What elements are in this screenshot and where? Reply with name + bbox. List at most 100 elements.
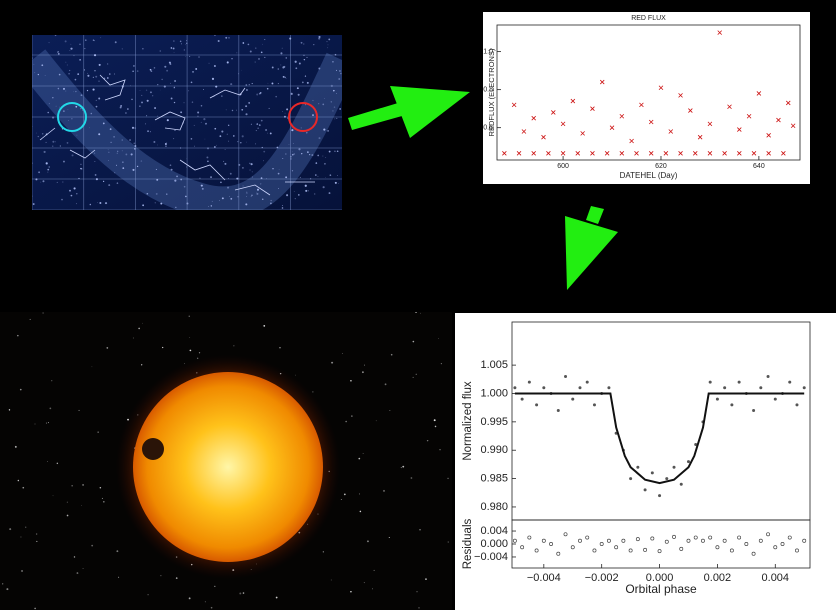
data-point	[570, 98, 576, 104]
sky-star	[318, 35, 321, 39]
space-star	[189, 336, 191, 338]
data-point	[746, 113, 752, 119]
sky-star	[282, 76, 285, 78]
data-point	[722, 151, 727, 156]
sky-star	[261, 146, 263, 149]
space-star	[419, 529, 421, 531]
sky-star	[149, 131, 151, 133]
sky-star	[195, 68, 198, 70]
sky-star	[119, 106, 122, 109]
sky-star	[261, 198, 264, 200]
data-point	[607, 386, 611, 390]
sky-star	[94, 40, 96, 42]
sky-star	[259, 91, 262, 94]
sky-star	[114, 73, 116, 75]
sky-star	[334, 182, 336, 184]
space-star	[188, 315, 190, 317]
sky-star	[290, 157, 292, 160]
sky-star	[256, 191, 257, 193]
sky-star	[210, 205, 213, 207]
data-point	[737, 127, 742, 132]
space-star	[97, 431, 99, 433]
data-point	[563, 532, 568, 537]
data-point	[776, 117, 781, 123]
space-star	[434, 425, 437, 428]
space-star	[35, 533, 38, 535]
sky-star	[129, 139, 131, 141]
data-point	[570, 545, 575, 550]
space-star	[322, 551, 324, 553]
sky-star	[186, 158, 188, 160]
space-star	[415, 373, 417, 375]
sky-star	[281, 207, 284, 209]
sky-star	[186, 42, 188, 45]
sky-star	[230, 83, 233, 86]
sky-star	[289, 37, 292, 40]
space-star	[141, 364, 143, 366]
sky-star	[245, 113, 248, 116]
sky-star	[136, 70, 139, 72]
sky-star	[109, 128, 112, 131]
arrow-shaft	[586, 206, 604, 224]
data-point	[513, 386, 517, 390]
y-tick-label: 0.980	[480, 501, 508, 513]
sky-star	[48, 103, 50, 105]
sky-star	[246, 191, 248, 193]
data-point	[650, 536, 655, 541]
sky-star	[323, 128, 326, 131]
space-star	[71, 484, 73, 487]
space-star	[400, 467, 402, 469]
sky-star	[41, 132, 44, 135]
sky-star	[332, 110, 334, 112]
sky-star	[133, 65, 135, 67]
sky-star	[241, 69, 242, 71]
sky-star	[250, 163, 253, 166]
sky-star	[200, 121, 202, 123]
sky-star	[169, 164, 172, 167]
sky-star	[330, 101, 333, 103]
data-point	[715, 545, 720, 550]
sky-star	[139, 105, 141, 107]
data-point	[766, 532, 770, 537]
sky-star	[335, 93, 337, 95]
data-point	[534, 548, 539, 553]
space-star	[447, 477, 449, 480]
sky-star	[313, 44, 315, 46]
x-tick-label: −0.002	[585, 572, 619, 584]
sky-star	[318, 67, 321, 70]
y-tick-label: 0.000	[480, 538, 508, 550]
sky-star	[236, 177, 239, 180]
space-star	[418, 607, 420, 609]
sky-star	[56, 181, 58, 183]
sky-star	[141, 101, 143, 104]
sky-star	[79, 59, 81, 61]
data-point	[715, 397, 719, 401]
sky-star	[271, 82, 274, 85]
sky-star	[170, 168, 173, 171]
data-point	[758, 538, 763, 543]
charts: 0.6 0.8 1.0 600 620 640 RED FLUX DATEHEL (Day) R…	[462, 15, 811, 596]
sky-star	[41, 64, 44, 67]
data-point	[678, 93, 683, 98]
sky-star	[334, 53, 337, 56]
sky-star	[52, 140, 55, 143]
sky-star	[170, 97, 173, 100]
sky-star	[108, 73, 111, 75]
space-star	[78, 409, 80, 412]
space-star	[372, 588, 374, 590]
sky-star	[268, 107, 270, 109]
sky-star	[246, 192, 248, 194]
sky-star	[217, 39, 220, 42]
sky-star	[159, 50, 161, 52]
space-star	[82, 568, 84, 570]
space-star	[410, 477, 413, 479]
sky-star	[250, 123, 252, 125]
sky-star	[220, 181, 222, 184]
sky-star	[251, 194, 253, 196]
sky-star	[73, 91, 74, 93]
data-point	[766, 132, 771, 138]
sky-star	[114, 41, 117, 44]
sky-star	[206, 156, 209, 159]
sky-star	[152, 68, 154, 70]
sky-star	[66, 64, 68, 66]
